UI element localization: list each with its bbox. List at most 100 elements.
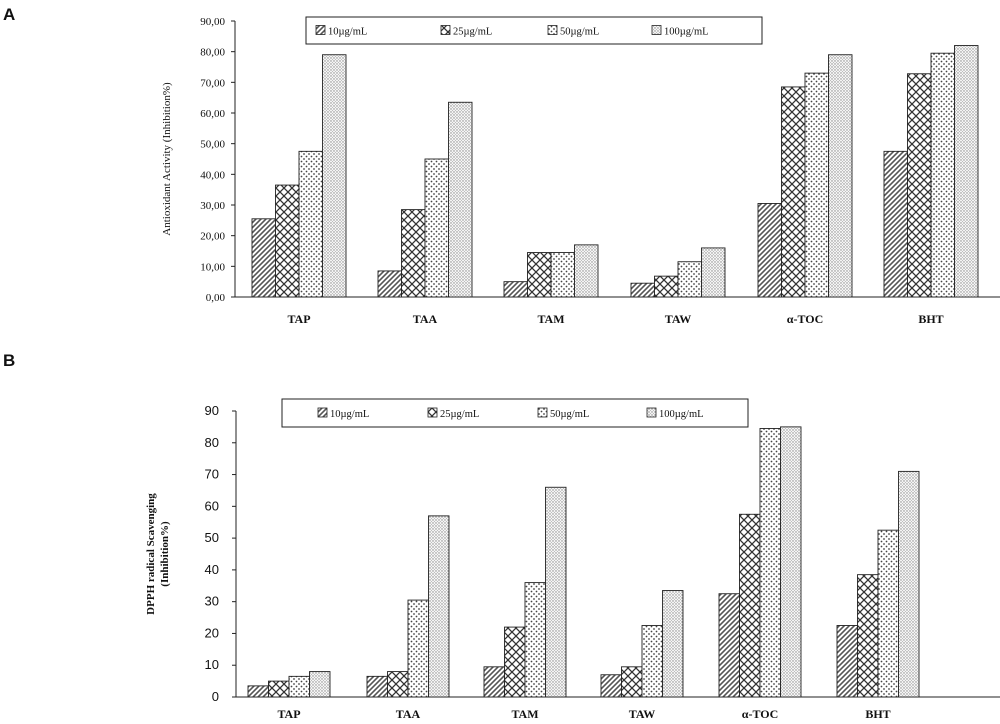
bar-b-6-1: [836, 625, 858, 698]
bar-a-2-4: [448, 101, 473, 298]
bar-b-4-2: [621, 666, 643, 698]
y-axis-label-b: (Inhibition%): [159, 521, 171, 587]
category-label-a: α-TOC: [787, 312, 823, 326]
bar-b-6-3: [877, 529, 899, 698]
category-label-b: TAP: [277, 707, 300, 721]
legend-label-a: 50µg/mL: [560, 27, 599, 38]
legend-swatch-a: [315, 25, 326, 35]
bar-a-1-3: [298, 150, 323, 298]
bar-b-1-4: [309, 671, 331, 698]
bar-a-3-1: [503, 281, 528, 298]
legend-swatch-b: [537, 407, 548, 418]
bar-a-6-3: [930, 52, 955, 298]
category-label-a: TAA: [413, 312, 438, 326]
category-label-a: TAM: [537, 312, 564, 326]
bar-a-5-2: [781, 86, 806, 298]
y-tick-label-a: 60,00: [200, 108, 225, 120]
category-label-b: TAM: [511, 707, 538, 721]
bar-b-3-3: [524, 582, 546, 698]
legend-swatch-a: [440, 25, 451, 35]
y-tick-label-a: 70,00: [200, 77, 225, 89]
y-tick-label-b: 30: [205, 594, 219, 609]
bar-b-1-2: [268, 680, 290, 698]
bar-b-6-2: [857, 574, 879, 698]
y-tick-label-a: 0,00: [206, 292, 226, 304]
y-tick-label-b: 80: [205, 435, 219, 450]
legend-box-a: [305, 16, 763, 45]
bar-a-5-1: [757, 203, 782, 298]
y-tick-label-b: 70: [205, 467, 219, 482]
bar-b-1-3: [288, 675, 310, 698]
legend-label-b: 25µg/mL: [440, 409, 479, 420]
y-tick-label-b: 10: [205, 657, 219, 672]
bar-a-6-2: [907, 73, 932, 298]
bar-a-1-2: [275, 184, 300, 298]
bar-b-5-4: [780, 426, 802, 698]
panel-letter-b: B: [3, 351, 15, 370]
chart-panel-b: 0 10 20 30 40 50 60 70 80 90 TAP TAA TAM TAW α-TOC BHT 1…: [145, 398, 1000, 721]
bar-a-4-4: [701, 247, 726, 298]
bar-a-2-2: [401, 209, 426, 298]
bar-a-3-4: [574, 244, 599, 298]
chart-panel-a: 0,00 10,00 20,00 30,00 40,00 50,00 60,00 70,00 8…: [161, 16, 1000, 326]
bar-b-4-3: [641, 625, 663, 698]
legend-label-a: 10µg/mL: [328, 27, 367, 38]
bar-a-3-2: [527, 252, 552, 298]
y-tick-label-b: 90: [205, 403, 219, 418]
legend-swatch-a: [547, 25, 558, 35]
legend-label-b: 100µg/mL: [659, 409, 704, 420]
bar-b-2-3: [407, 599, 429, 698]
bar-a-1-4: [322, 54, 347, 298]
legend-label-a: 100µg/mL: [664, 27, 709, 38]
y-tick-label-a: 40,00: [200, 169, 225, 181]
y-tick-label-a: 90,00: [200, 16, 225, 28]
panel-letter-a: A: [3, 5, 15, 24]
category-label-a: TAP: [287, 312, 310, 326]
bar-a-3-3: [550, 252, 575, 298]
category-label-b: TAA: [396, 707, 421, 721]
category-label-a: TAW: [665, 312, 691, 326]
legend-box-b: [281, 398, 749, 428]
y-tick-label-b: 20: [205, 625, 219, 640]
bar-a-4-1: [630, 282, 655, 298]
legend-swatch-b: [646, 407, 657, 418]
bar-b-5-2: [739, 513, 761, 698]
y-tick-label-a: 10,00: [200, 261, 225, 273]
bar-a-4-2: [654, 275, 679, 298]
legend-swatch-b: [427, 407, 438, 418]
y-tick-label-b: 0: [212, 689, 219, 704]
y-tick-label-b: 60: [205, 498, 219, 513]
y-tick-label-a: 20,00: [200, 231, 225, 243]
bar-b-4-4: [662, 590, 684, 698]
legend-label-b: 50µg/mL: [550, 409, 589, 420]
bar-a-4-3: [677, 261, 702, 298]
bar-b-2-2: [387, 671, 409, 698]
y-tick-label-a: 30,00: [200, 200, 225, 212]
bar-a-5-4: [828, 54, 853, 298]
category-label-b: BHT: [865, 707, 890, 721]
y-tick-label-b: 50: [205, 530, 219, 545]
y-tick-label-b: 40: [205, 562, 219, 577]
bar-b-3-2: [504, 626, 526, 698]
y-tick-label-a: 80,00: [200, 47, 225, 59]
category-label-b: TAW: [629, 707, 655, 721]
bar-a-5-3: [804, 72, 829, 298]
legend-label-b: 10µg/mL: [330, 409, 369, 420]
bar-a-2-3: [424, 158, 449, 298]
legend-swatch-a: [651, 25, 662, 35]
bar-b-2-1: [366, 675, 388, 698]
bar-b-5-1: [718, 593, 740, 698]
category-label-b: α-TOC: [742, 707, 778, 721]
bar-a-2-1: [377, 270, 402, 298]
bar-b-6-4: [898, 470, 920, 698]
bar-b-4-1: [600, 674, 622, 698]
legend-swatch-b: [317, 407, 328, 418]
bar-b-1-1: [247, 685, 269, 698]
y-axis-label-b: DPPH radical Scavenging: [145, 493, 157, 615]
bar-a-1-1: [251, 218, 276, 298]
category-label-a: BHT: [918, 312, 943, 326]
legend-label-a: 25µg/mL: [453, 27, 492, 38]
y-tick-label-a: 50,00: [200, 139, 225, 151]
y-axis-label-a: Antioxidant Activity (Inhibition%): [161, 82, 173, 236]
